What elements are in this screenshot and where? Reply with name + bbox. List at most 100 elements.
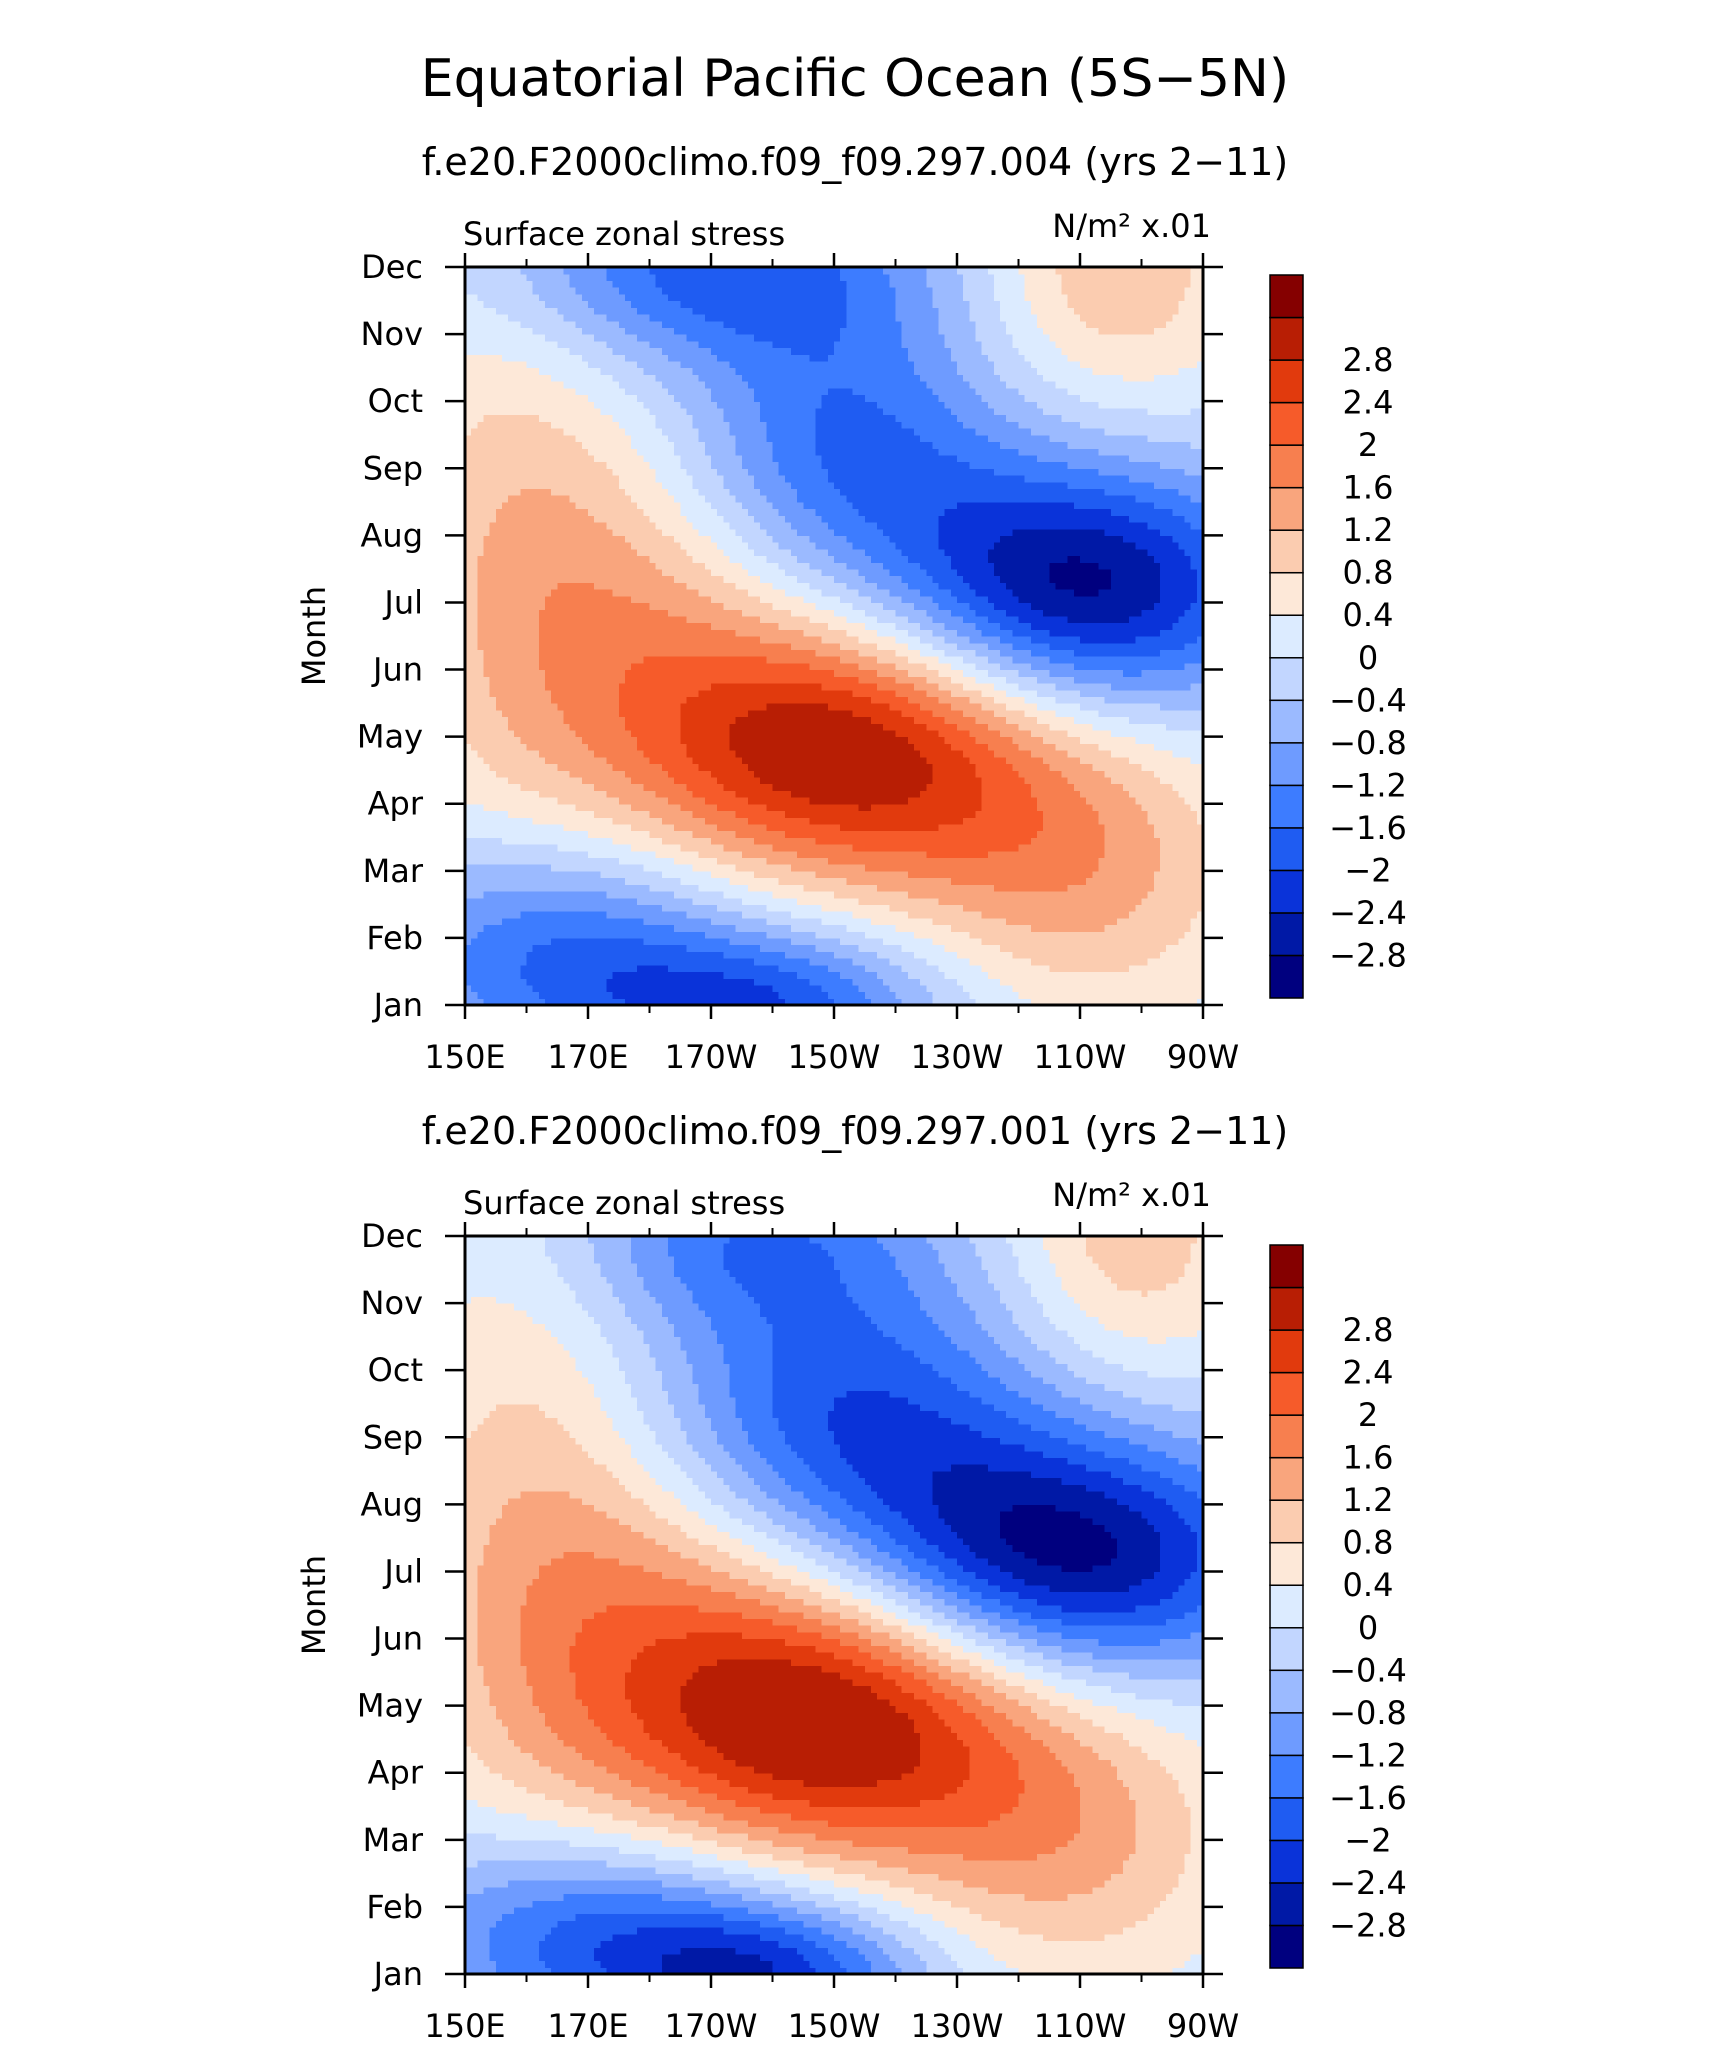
field-cell	[963, 945, 970, 952]
field-cell	[723, 971, 730, 978]
field-cell	[1074, 931, 1081, 938]
field-cell	[1111, 918, 1118, 925]
field-cell	[1019, 938, 1026, 945]
field-cell	[1068, 958, 1075, 965]
field-cell	[527, 931, 534, 938]
field-cell	[1098, 938, 1105, 945]
field-cell	[557, 918, 564, 925]
field-cell	[773, 985, 780, 992]
field-cell	[859, 978, 866, 985]
field-cell	[594, 931, 601, 938]
field-cell	[779, 978, 786, 985]
field-cell	[613, 958, 620, 965]
field-cell	[1019, 945, 1026, 952]
field-cell	[1086, 992, 1093, 999]
field-cell	[1123, 924, 1130, 931]
field-cell	[1080, 992, 1087, 999]
field-cell	[736, 958, 743, 965]
field-cell	[1191, 985, 1198, 992]
field-cell	[705, 985, 712, 992]
field-cell	[1185, 924, 1192, 931]
field-cell	[606, 924, 613, 931]
field-cell	[865, 911, 872, 918]
field-cell	[871, 945, 878, 952]
field-cell	[699, 978, 706, 985]
field-cell	[816, 924, 823, 931]
field-cell	[1031, 931, 1038, 938]
field-cell	[920, 951, 927, 958]
field-cell	[975, 938, 982, 945]
field-cell	[816, 951, 823, 958]
field-cell	[643, 924, 650, 931]
field-cell	[514, 958, 521, 965]
field-cell	[613, 965, 620, 972]
field-cell	[1178, 978, 1185, 985]
field-cell	[1166, 951, 1173, 958]
field-cell	[803, 985, 810, 992]
field-cell	[988, 971, 995, 978]
field-cell	[686, 938, 693, 945]
field-cell	[883, 971, 890, 978]
field-cell	[582, 924, 589, 931]
field-cell	[1049, 931, 1056, 938]
field-cell	[1178, 985, 1185, 992]
field-cell	[477, 971, 484, 978]
field-cell	[729, 938, 736, 945]
field-cell	[1012, 958, 1019, 965]
field-cell	[871, 924, 878, 931]
field-cell	[723, 978, 730, 985]
field-cell	[606, 931, 613, 938]
field-cell	[736, 978, 743, 985]
field-cell	[557, 971, 564, 978]
field-cell	[496, 985, 503, 992]
field-cell	[643, 918, 650, 925]
field-cell	[939, 951, 946, 958]
field-cell	[496, 924, 503, 931]
field-cell	[570, 931, 577, 938]
field-cell	[1025, 978, 1032, 985]
field-cell	[1031, 985, 1038, 992]
field-cell	[625, 985, 632, 992]
field-cell	[729, 911, 736, 918]
field-cell	[1062, 985, 1069, 992]
field-cell	[477, 978, 484, 985]
field-cell	[729, 945, 736, 952]
field-cell	[477, 911, 484, 918]
field-cell	[539, 978, 546, 985]
field-cell	[686, 958, 693, 965]
field-cell	[729, 978, 736, 985]
field-cell	[1000, 985, 1007, 992]
field-cell	[939, 985, 946, 992]
field-cell	[797, 911, 804, 918]
field-cell	[994, 971, 1001, 978]
field-cell	[1129, 931, 1136, 938]
field-cell	[1068, 924, 1075, 931]
field-cell	[1000, 992, 1007, 999]
field-cell	[945, 931, 952, 938]
field-cell	[711, 911, 718, 918]
field-cell	[846, 911, 853, 918]
field-cell	[1191, 992, 1198, 999]
field-cell	[883, 931, 890, 938]
field-cell	[988, 978, 995, 985]
field-cell	[822, 924, 829, 931]
field-cell	[994, 992, 1001, 999]
field-cell	[723, 924, 730, 931]
field-cell	[508, 938, 515, 945]
field-cell	[773, 958, 780, 965]
field-cell	[588, 985, 595, 992]
field-cell	[1135, 924, 1142, 931]
field-cell	[1037, 992, 1044, 999]
field-cell	[1080, 951, 1087, 958]
field-cell	[723, 951, 730, 958]
field-cell	[988, 924, 995, 931]
field-cell	[1129, 978, 1136, 985]
field-cell	[693, 978, 700, 985]
field-cell	[520, 951, 527, 958]
field-cell	[840, 924, 847, 931]
field-cell	[1105, 965, 1112, 972]
field-cell	[668, 985, 675, 992]
field-cell	[791, 931, 798, 938]
field-cell	[471, 931, 478, 938]
field-cell	[637, 985, 644, 992]
